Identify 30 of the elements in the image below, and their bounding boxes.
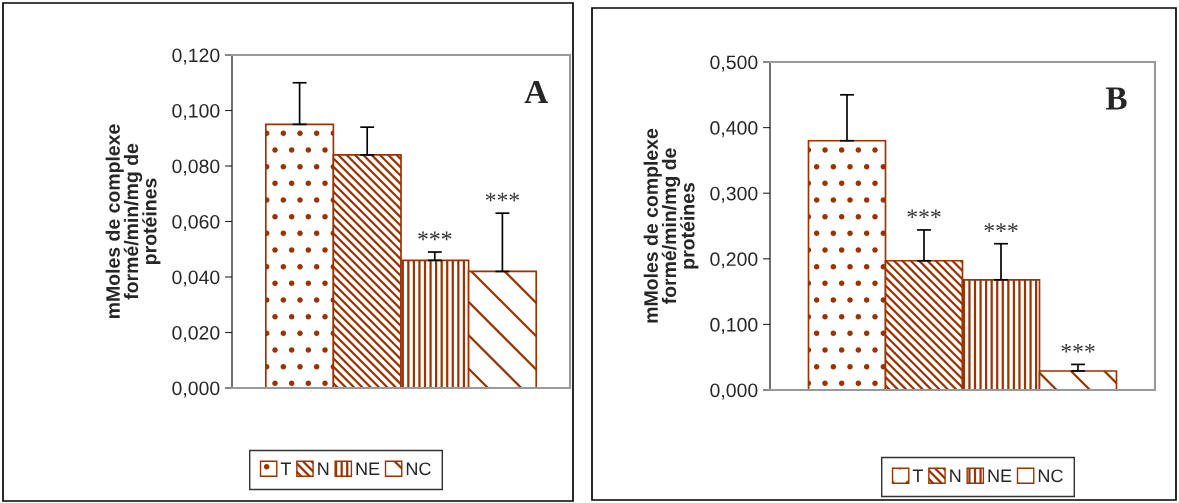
y-tick-label: 0,100 bbox=[172, 103, 220, 121]
y-tick-label: 0,200 bbox=[710, 252, 758, 269]
y-axis-title: mMoles de complexe formé/min/mg de protéines bbox=[643, 128, 699, 323]
data-label: *** bbox=[907, 209, 941, 219]
y-tick-label: 0,080 bbox=[172, 159, 220, 176]
legend-label: NE bbox=[356, 462, 380, 475]
data-label: *** bbox=[485, 192, 519, 202]
y-axis-title: mMoles de complexe formé/min/mg de protéines bbox=[105, 124, 161, 319]
data-label: *** bbox=[418, 231, 452, 241]
annotation: B bbox=[1105, 87, 1127, 110]
legend-label: NC bbox=[406, 462, 431, 476]
legend-label: N bbox=[318, 462, 329, 475]
y-tick-label: 0,000 bbox=[172, 381, 220, 398]
legend-label: NC bbox=[1038, 469, 1063, 483]
legend-label: N bbox=[950, 469, 961, 482]
data-label: *** bbox=[984, 223, 1018, 232]
y-tick-label: 0,120 bbox=[172, 48, 220, 65]
legend-label: T bbox=[280, 462, 292, 475]
y-tick-label: 0,020 bbox=[172, 325, 220, 343]
y-tick-label: 0,000 bbox=[710, 383, 758, 400]
y-tick-label: 0,400 bbox=[710, 121, 758, 138]
legend-label: T bbox=[912, 469, 924, 482]
data-label: *** bbox=[1061, 343, 1095, 353]
y-tick-label: 0,040 bbox=[172, 270, 220, 287]
y-tick-label: 0,060 bbox=[172, 214, 220, 232]
y-tick-label: 0,300 bbox=[710, 186, 758, 203]
annotation: A bbox=[524, 80, 548, 103]
y-tick-label: 0,100 bbox=[710, 317, 758, 334]
y-tick-label: 0,500 bbox=[710, 55, 758, 72]
legend-label: NE bbox=[988, 469, 1012, 482]
